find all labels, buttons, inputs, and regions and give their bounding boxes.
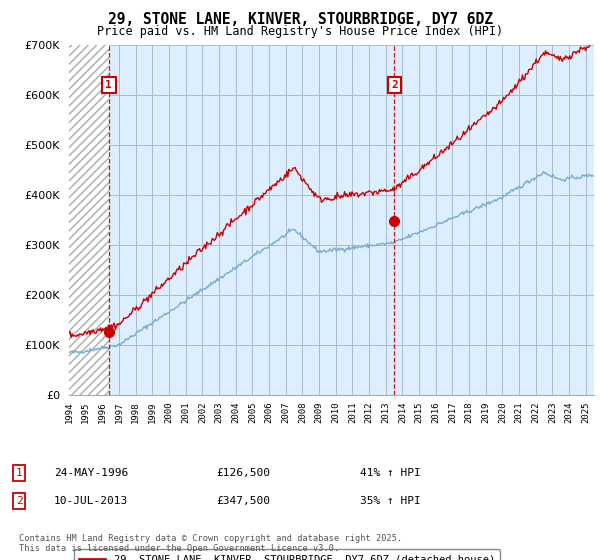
Legend: 29, STONE LANE, KINVER, STOURBRIDGE, DY7 6DZ (detached house), HPI: Average pric: 29, STONE LANE, KINVER, STOURBRIDGE, DY7…: [74, 549, 500, 560]
Text: £347,500: £347,500: [216, 496, 270, 506]
Text: £126,500: £126,500: [216, 468, 270, 478]
Text: 2: 2: [16, 496, 23, 506]
Text: 10-JUL-2013: 10-JUL-2013: [54, 496, 128, 506]
Text: 35% ↑ HPI: 35% ↑ HPI: [360, 496, 421, 506]
Text: 1: 1: [106, 80, 112, 90]
Bar: [69, 45, 109, 395]
Text: 29, STONE LANE, KINVER, STOURBRIDGE, DY7 6DZ: 29, STONE LANE, KINVER, STOURBRIDGE, DY7…: [107, 12, 493, 27]
Text: Contains HM Land Registry data © Crown copyright and database right 2025.
This d: Contains HM Land Registry data © Crown c…: [19, 534, 403, 553]
Text: 41% ↑ HPI: 41% ↑ HPI: [360, 468, 421, 478]
Text: 2: 2: [391, 80, 398, 90]
Text: 1: 1: [16, 468, 23, 478]
Text: 24-MAY-1996: 24-MAY-1996: [54, 468, 128, 478]
Text: Price paid vs. HM Land Registry's House Price Index (HPI): Price paid vs. HM Land Registry's House …: [97, 25, 503, 38]
